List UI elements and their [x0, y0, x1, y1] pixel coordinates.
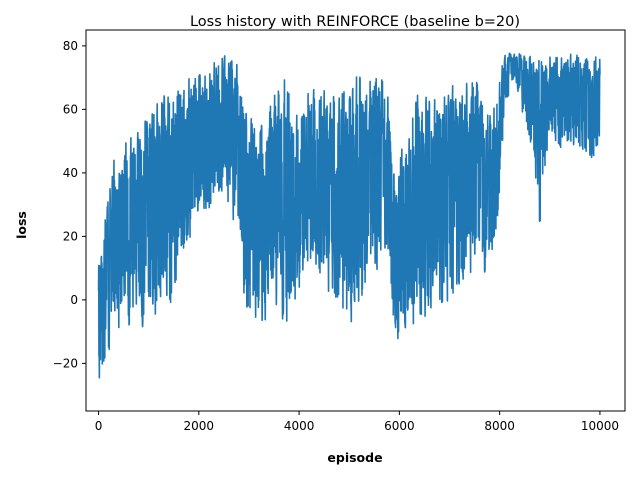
x-axis-label: episode	[327, 450, 382, 465]
y-tick-label: 40	[63, 166, 78, 180]
plot-area	[97, 52, 601, 379]
x-tick-label: 6000	[384, 419, 415, 433]
x-tick-label: 8000	[484, 419, 515, 433]
x-tick-label: 10000	[581, 419, 619, 433]
y-axis-ticks: −20 0 20 40 60 80	[53, 39, 86, 370]
y-axis-label: loss	[14, 211, 29, 239]
loss-series-line	[97, 52, 601, 379]
y-tick-label: 60	[63, 102, 78, 116]
y-tick-label: 80	[63, 39, 78, 53]
y-tick-label: 0	[70, 293, 78, 307]
x-tick-label: 2000	[184, 419, 215, 433]
x-tick-label: 0	[95, 419, 103, 433]
x-tick-label: 4000	[284, 419, 315, 433]
y-tick-label: 20	[63, 229, 78, 243]
x-axis-ticks: 0 2000 4000 6000 8000 10000	[95, 411, 619, 433]
axes-frame	[85, 29, 626, 412]
y-tick-label: −20	[53, 356, 78, 370]
chart-title: Loss history with REINFORCE (baseline b=…	[190, 14, 520, 30]
